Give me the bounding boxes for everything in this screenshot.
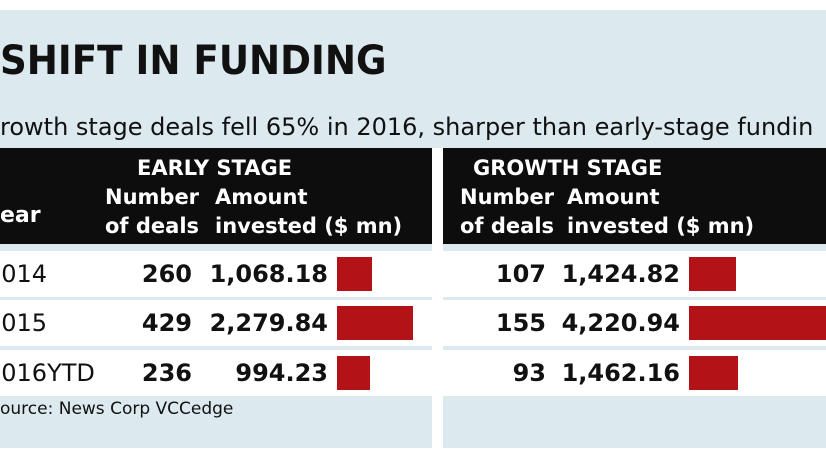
chart-subtitle: rowth stage deals fell 65% in 2016, shar… [0,113,814,141]
growth-amount-cell: 1,462.16 [561,359,680,387]
growth-amount-header-line2: invested ($ mn) [567,214,755,238]
table-row: 2016YTD 236 994.23 [0,350,432,396]
year-cell: 2014 [0,260,48,288]
year-cell: 2016YTD [0,359,95,387]
early-deals-header-line1: Number [105,185,200,209]
early-amount-bar [337,356,370,390]
early-amount-cell: 1,068.18 [209,260,328,288]
growth-deals-cell: 93 [512,359,546,387]
early-amount-header-line1: Amount [215,185,308,209]
growth-deals-header-line1: Number [460,185,555,209]
early-deals-cell: 236 [141,359,192,387]
growth-stage-label: GROWTH STAGE [473,156,663,180]
growth-stage-header: GROWTH STAGE Number of deals Amount inve… [443,148,826,244]
early-deals-header-line2: of deals [105,214,200,238]
early-amount-cell: 994.23 [235,359,328,387]
table-row: 107 1,424.82 [443,251,826,297]
growth-deals-cell: 107 [495,260,546,288]
growth-amount-bar [689,356,738,390]
source-note: ource: News Corp VCCedge [0,399,234,419]
early-stage-header: EARLY STAGE ear Number of deals Amount i… [0,148,432,244]
table-row: 93 1,462.16 [443,350,826,396]
growth-amount-header-line1: Amount [567,185,660,209]
early-stage-label: EARLY STAGE [137,156,293,180]
early-amount-header-line2: invested ($ mn) [215,214,403,238]
growth-amount-bar [689,306,826,340]
growth-amount-cell: 1,424.82 [561,260,680,288]
early-deals-cell: 429 [141,309,192,337]
early-amount-bar [337,257,373,291]
early-deals-cell: 260 [141,260,192,288]
early-amount-bar [337,306,413,340]
growth-deals-cell: 155 [495,309,546,337]
growth-amount-cell: 4,220.94 [561,309,680,337]
growth-deals-header-line2: of deals [460,214,555,238]
table-row: 155 4,220.94 [443,300,826,346]
early-amount-cell: 2,279.84 [209,309,328,337]
column-separator [432,148,443,465]
table-row: 2014 260 1,068.18 [0,251,432,297]
growth-amount-bar [689,257,737,291]
year-column-header: ear [0,203,41,228]
chart-title: SHIFT IN FUNDING [0,38,387,84]
